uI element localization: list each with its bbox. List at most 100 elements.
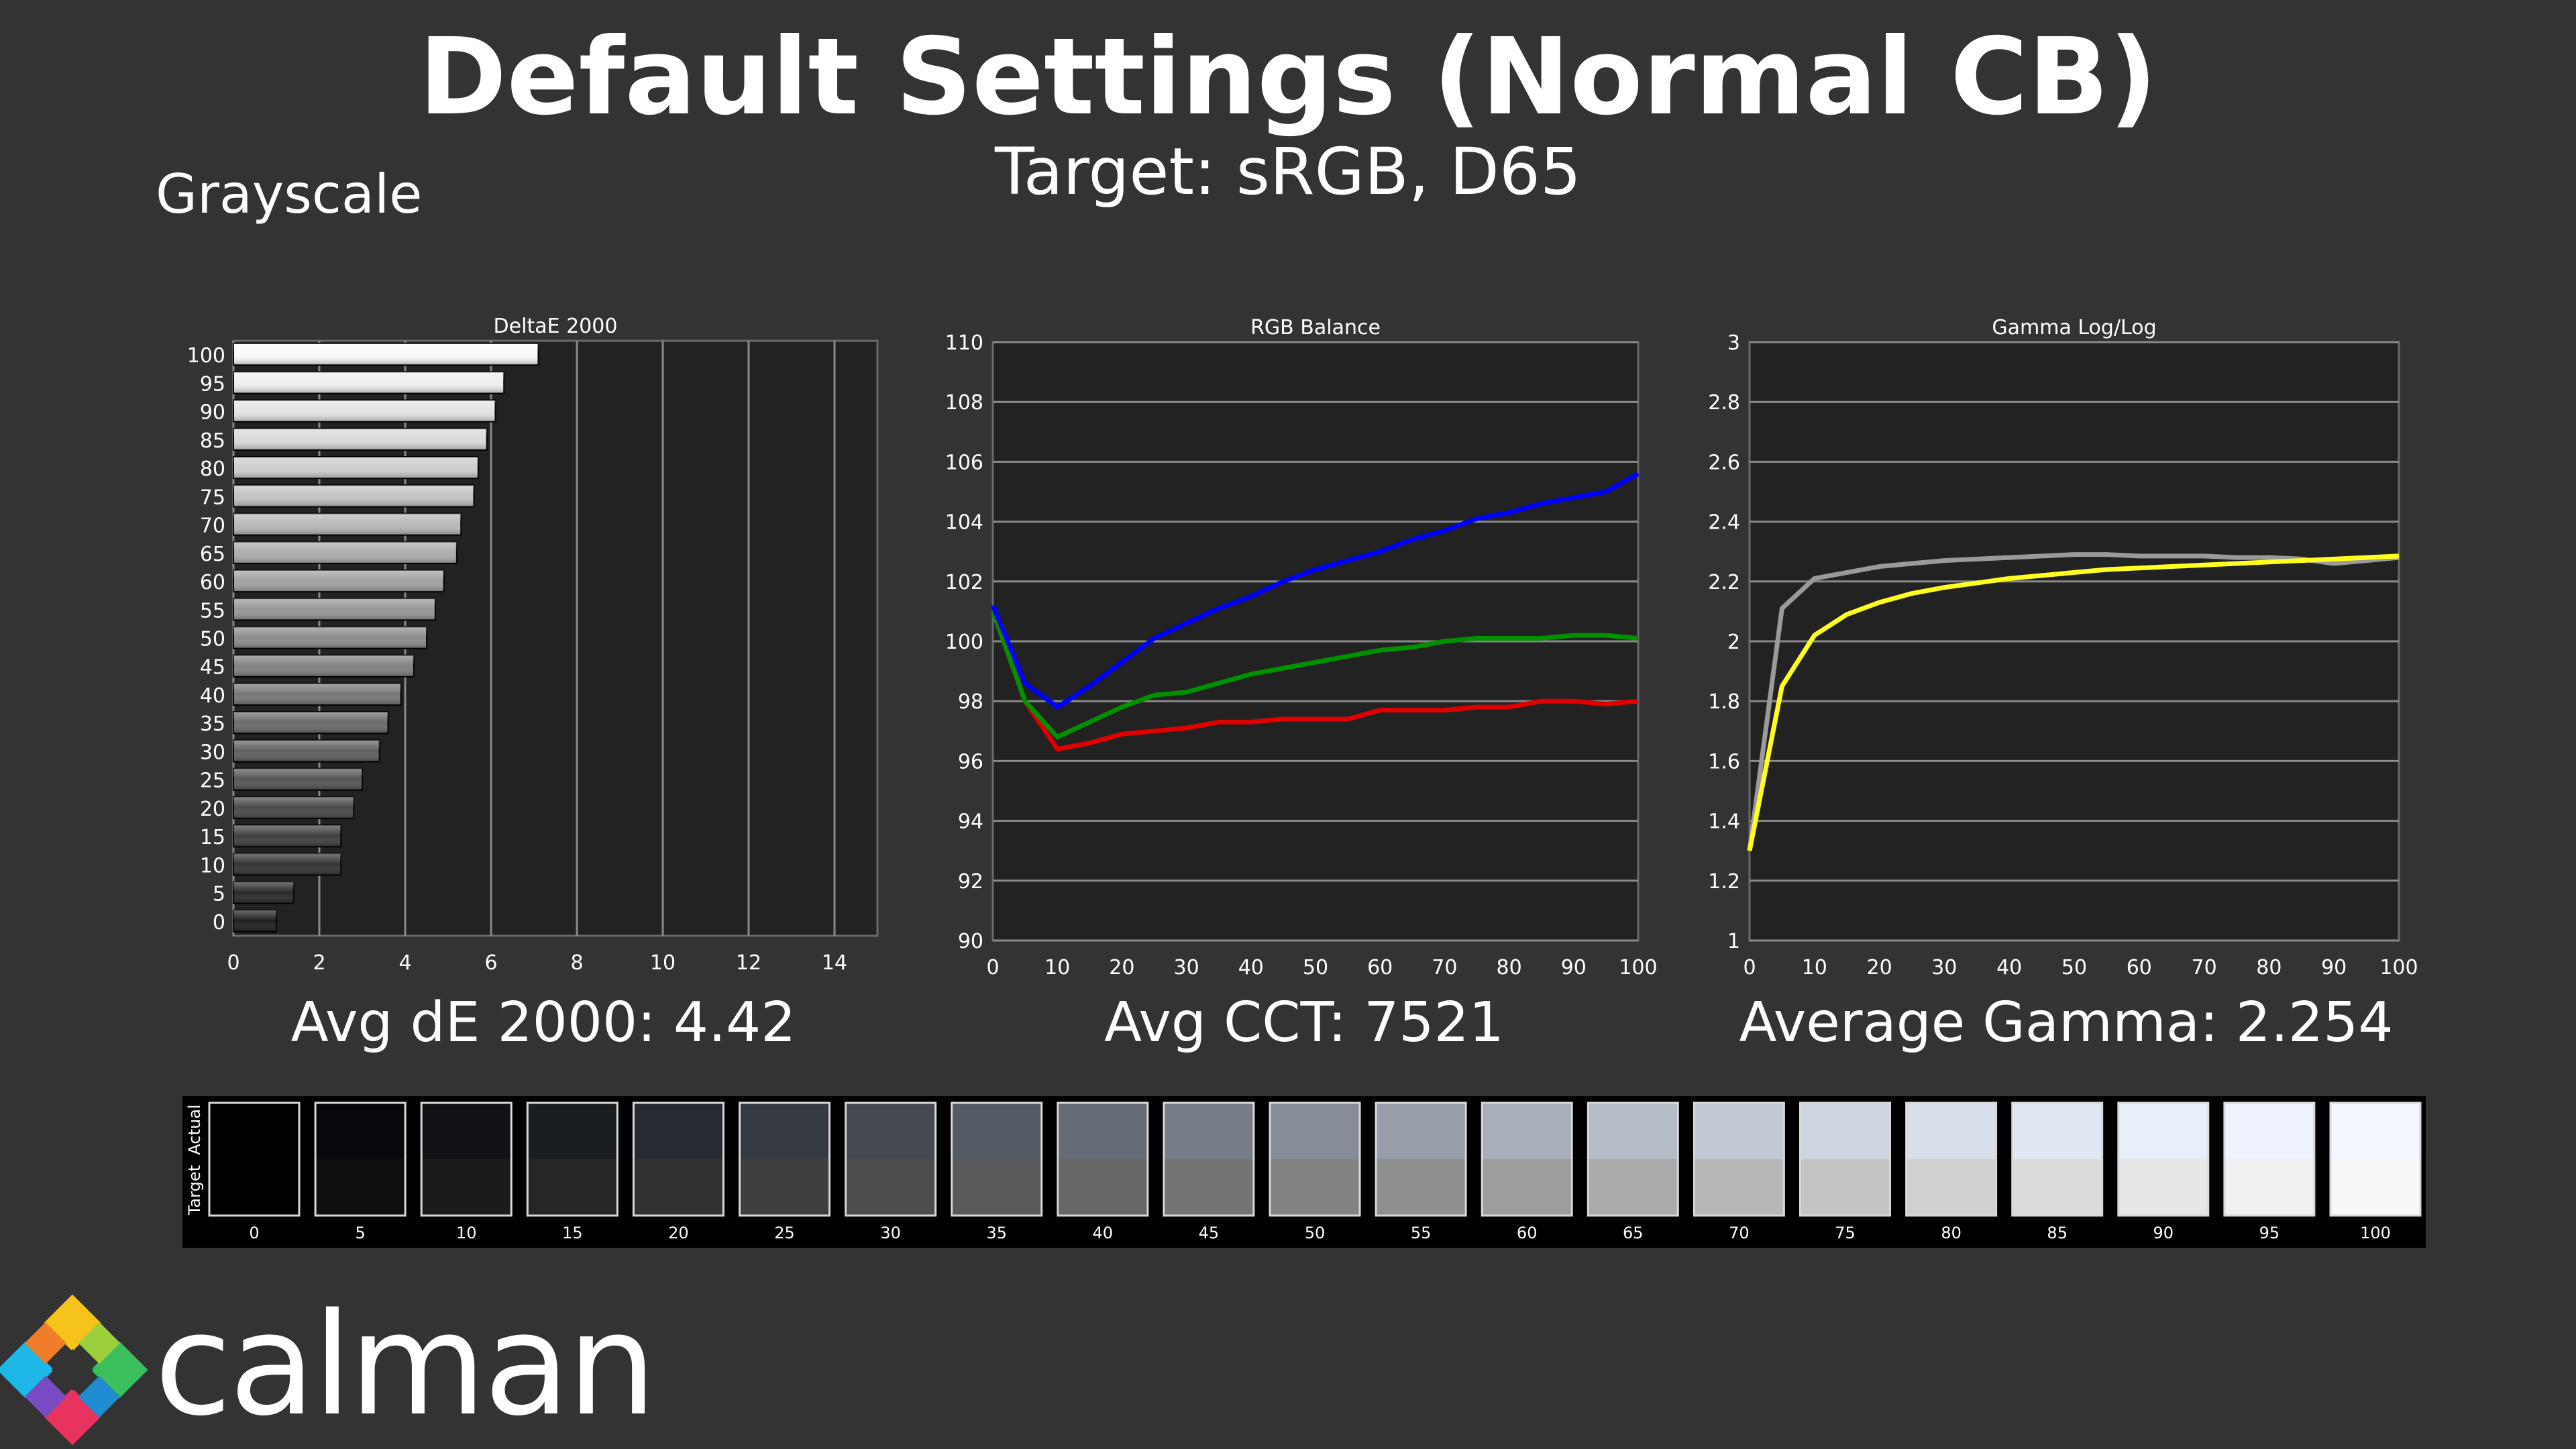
delta-bar-shine bbox=[233, 712, 388, 734]
delta-y-label: 55 bbox=[200, 599, 225, 623]
swatch-actual bbox=[633, 1103, 724, 1159]
gamma-x-tick: 90 bbox=[2321, 956, 2347, 979]
swatch-border bbox=[1693, 1102, 1785, 1217]
delta-bar-shine bbox=[233, 400, 496, 422]
gamma-y-tick: 2.4 bbox=[1708, 511, 1740, 535]
swatch-step-label: 95 bbox=[2259, 1224, 2280, 1242]
swatch-border bbox=[420, 1102, 513, 1217]
rgb-series-green bbox=[990, 610, 1639, 740]
swatch-step-label: 85 bbox=[2047, 1224, 2068, 1242]
gamma-x-tick: 60 bbox=[2127, 956, 2152, 979]
delta-bar-shine bbox=[233, 456, 478, 479]
delta-y-label: 85 bbox=[200, 429, 225, 453]
delta-y-label: 50 bbox=[200, 628, 225, 651]
delta-bar-shine bbox=[233, 825, 341, 847]
swatch-actual bbox=[2012, 1103, 2102, 1159]
swatch-step-label: 5 bbox=[355, 1224, 365, 1242]
gamma-y-tick: 1.6 bbox=[1708, 750, 1740, 773]
rgb-x-tick: 20 bbox=[1109, 956, 1134, 979]
delta-y-label: 0 bbox=[213, 911, 225, 934]
swatch-border bbox=[1905, 1102, 1998, 1217]
gamma-y-tick: 2.2 bbox=[1708, 571, 1740, 594]
delta-bar-shine bbox=[233, 485, 474, 507]
swatch-target bbox=[1163, 1159, 1254, 1216]
swatch-step-label: 30 bbox=[880, 1224, 901, 1242]
swatch-target bbox=[527, 1159, 618, 1216]
gamma-y-tick: 2 bbox=[1727, 631, 1740, 654]
swatch-border bbox=[951, 1102, 1043, 1217]
swatch-border bbox=[208, 1102, 301, 1217]
gamma-y-tick: 1 bbox=[1727, 930, 1740, 953]
swatch-actual bbox=[1906, 1103, 1996, 1159]
swatch-actual bbox=[315, 1103, 406, 1159]
delta-y-label: 65 bbox=[200, 543, 225, 566]
swatch-step-label: 55 bbox=[1411, 1224, 1432, 1242]
rgb-y-tick: 110 bbox=[945, 331, 983, 355]
avg-gamma-summary: Average Gamma: 2.254 bbox=[1739, 991, 2394, 1055]
swatch-step-label: 75 bbox=[1835, 1224, 1856, 1242]
delta-y-label: 30 bbox=[200, 741, 225, 764]
gamma-x-tick: 30 bbox=[1931, 956, 1957, 979]
delta-y-label: 20 bbox=[200, 798, 225, 821]
rgb-chart-title: RGB Balance bbox=[1250, 316, 1381, 339]
swatch-target bbox=[1694, 1159, 1784, 1216]
swatch-target bbox=[1482, 1159, 1572, 1216]
rgb-x-tick: 80 bbox=[1497, 956, 1522, 979]
delta-y-label: 15 bbox=[200, 826, 225, 849]
rgb-x-tick: 0 bbox=[986, 956, 999, 979]
rgb-y-tick: 90 bbox=[958, 930, 983, 953]
swatch-actual bbox=[1270, 1103, 1360, 1159]
gamma-x-tick: 100 bbox=[2379, 956, 2418, 979]
delta-bar-shine bbox=[233, 598, 435, 621]
delta-y-label: 80 bbox=[200, 458, 225, 481]
delta-y-label: 75 bbox=[200, 486, 225, 509]
swatch-step-label: 80 bbox=[1941, 1224, 1962, 1242]
swatch-target bbox=[1376, 1159, 1466, 1216]
gamma-series-gamma-target bbox=[1747, 553, 2400, 851]
delta-y-label: 25 bbox=[200, 769, 225, 793]
delta-x-tick: 2 bbox=[313, 951, 325, 975]
swatch-border bbox=[632, 1102, 724, 1217]
swatch-target bbox=[315, 1159, 406, 1216]
swatch-actual bbox=[1376, 1103, 1466, 1159]
page-title: Default Settings (Normal CB) bbox=[419, 15, 2157, 139]
delta-bar-shine bbox=[233, 881, 294, 904]
delta-bar-shine bbox=[233, 513, 462, 535]
avg-cct-summary: Avg CCT: 7521 bbox=[1104, 991, 1504, 1055]
delta-bar-shine bbox=[233, 570, 444, 592]
delta-x-tick: 10 bbox=[650, 951, 676, 975]
avg-de-summary: Avg dE 2000: 4.42 bbox=[290, 991, 796, 1055]
swatch-target bbox=[633, 1159, 724, 1216]
delta-y-label: 10 bbox=[200, 854, 225, 877]
delta-chart-title: DeltaE 2000 bbox=[494, 315, 618, 338]
gamma-y-tick: 1.4 bbox=[1708, 810, 1740, 834]
swatch-actual bbox=[951, 1103, 1042, 1159]
swatch-step-label: 60 bbox=[1517, 1224, 1538, 1242]
delta-bar-shine bbox=[233, 372, 504, 394]
gamma-x-tick: 70 bbox=[2192, 956, 2217, 979]
gamma-x-tick: 0 bbox=[1743, 956, 1756, 979]
swatch-actual bbox=[1694, 1103, 1784, 1159]
swatch-actual bbox=[845, 1103, 936, 1159]
swatch-step-label: 65 bbox=[1623, 1224, 1644, 1242]
swatch-border bbox=[2011, 1102, 2104, 1217]
swatch-step-label: 0 bbox=[249, 1224, 259, 1242]
swatch-border bbox=[1375, 1102, 1467, 1217]
delta-y-label: 90 bbox=[200, 401, 225, 425]
delta-bar-shine bbox=[233, 541, 457, 564]
delta-bar-shine bbox=[233, 683, 401, 706]
swatch-actual bbox=[1800, 1103, 1890, 1159]
delta-y-label: 70 bbox=[200, 515, 225, 538]
rgb-y-tick: 98 bbox=[958, 690, 983, 714]
rgb-x-tick: 40 bbox=[1238, 956, 1264, 979]
delta-y-label: 35 bbox=[200, 712, 225, 736]
swatch-step-label: 100 bbox=[2360, 1224, 2391, 1242]
delta-y-label: 5 bbox=[213, 883, 225, 906]
swatch-border bbox=[1799, 1102, 1891, 1217]
gamma-y-tick: 2.6 bbox=[1708, 451, 1740, 474]
calman-logo-icon bbox=[0, 1295, 148, 1446]
rgb-x-tick: 50 bbox=[1303, 956, 1328, 979]
gamma-y-tick: 2.8 bbox=[1708, 391, 1740, 415]
swatch-target bbox=[2330, 1159, 2420, 1216]
